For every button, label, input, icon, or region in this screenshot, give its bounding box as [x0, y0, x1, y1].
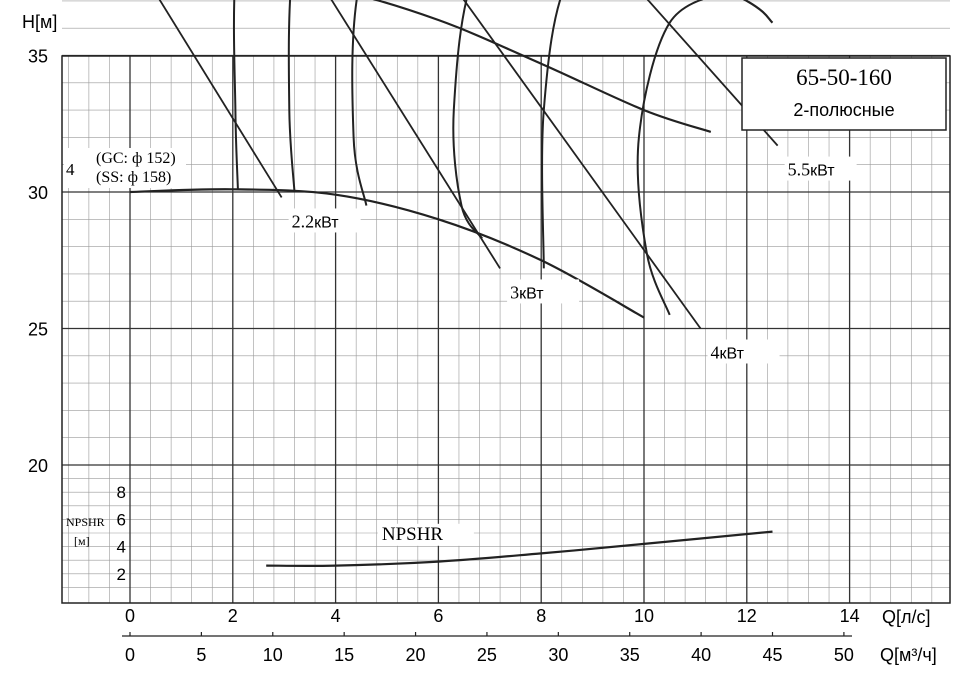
npshr-curve-label-bg — [377, 523, 474, 546]
head-curve-ss-label: (SS: ф 158) — [96, 169, 171, 186]
m3h-tick-label: 15 — [334, 645, 354, 665]
head-curve-5.5 — [372, 0, 712, 133]
m3h-tick-label: 50 — [834, 645, 854, 665]
npshr-tick-label: 4 — [117, 538, 126, 557]
power-line-5.5 — [646, 0, 779, 147]
head-curve-4 — [129, 188, 645, 319]
m3h-tick-label: 35 — [620, 645, 640, 665]
m3h-tick-label: 45 — [762, 645, 782, 665]
npshr-tick-label: 6 — [117, 510, 126, 529]
ls-tick-label: 0 — [125, 606, 135, 626]
m3h-tick-label: 10 — [263, 645, 283, 665]
x-axis-title-m3h: Q[м³/ч] — [880, 645, 937, 665]
efficiency-curve-66pct — [636, 0, 704, 316]
head-curve-7.5 — [742, 0, 774, 24]
npshr-axis-unit: [м] — [74, 534, 90, 548]
curves-layer — [129, 0, 779, 568]
efficiency-curve-30pct — [232, 0, 239, 190]
h-tick-label: 35 — [28, 47, 48, 67]
model-subtitle: 2-полюсные — [793, 100, 894, 120]
ls-tick-label: 4 — [331, 606, 341, 626]
npshr-curve — [266, 530, 773, 568]
power-label-bg — [507, 279, 580, 304]
ls-tick-label: 2 — [228, 606, 238, 626]
npshr-axis-title: NPSHR — [66, 515, 105, 529]
x-axis-title-ls: Q[л/с] — [882, 607, 931, 627]
h-tick-label: 30 — [28, 183, 48, 203]
m3h-tick-label: 0 — [125, 645, 135, 665]
head-curve-speed-label: 4 — [66, 160, 75, 179]
m3h-tick-label: 30 — [548, 645, 568, 665]
efficiency-curve-50pct — [351, 0, 368, 206]
ls-tick-label: 14 — [840, 606, 860, 626]
h-tick-label: 25 — [28, 320, 48, 340]
power-label: 2.2кВт — [292, 211, 340, 231]
efficiency-curve-63pct — [541, 0, 562, 269]
power-label-bg — [707, 339, 780, 364]
power-line-3 — [330, 0, 501, 269]
efficiency-curve-40pct — [287, 0, 296, 193]
ls-tick-label: 8 — [536, 606, 546, 626]
power-line-4 — [462, 0, 702, 330]
y-axis-title: H[м] — [22, 12, 57, 32]
plot-frame — [61, 55, 951, 604]
h-tick-label: 20 — [28, 456, 48, 476]
model-title: 65-50-160 — [796, 65, 892, 90]
ls-tick-label: 12 — [737, 606, 757, 626]
power-label: 5.5кВт — [788, 160, 836, 180]
ls-tick-label: 6 — [433, 606, 443, 626]
head-curve-label-bg — [64, 148, 186, 188]
npshr-tick-label: 8 — [117, 483, 126, 502]
power-label-bg — [784, 156, 857, 181]
m3h-tick-label: 40 — [691, 645, 711, 665]
npshr-curve-label: NPSHR — [382, 524, 444, 545]
m3h-tick-label: 25 — [477, 645, 497, 665]
efficiency-curve-60pct — [452, 0, 483, 240]
head-curve-gc-label: (GC: ф 152) — [96, 150, 176, 167]
m3h-tick-label: 5 — [196, 645, 206, 665]
power-label-bg — [288, 208, 361, 233]
labels-layer: 7.5(GC: ф 182)(SS: ф 184. 8)5.5(GC: ф 17… — [64, 148, 857, 546]
power-label: 3кВт — [510, 282, 544, 302]
npshr-tick-label: 2 — [117, 565, 126, 584]
ticks-layer: 20 25 30 35 40 45 50 2 4 6 8 0 2 4 6 8 10 12 14 0 5 10 15 20 25 3… — [28, 47, 860, 666]
ls-tick-label: 10 — [634, 606, 654, 626]
power-line-2.2 — [158, 0, 283, 198]
model-box — [741, 57, 947, 131]
m3h-tick-label: 20 — [406, 645, 426, 665]
power-label: 4кВт — [711, 343, 745, 363]
